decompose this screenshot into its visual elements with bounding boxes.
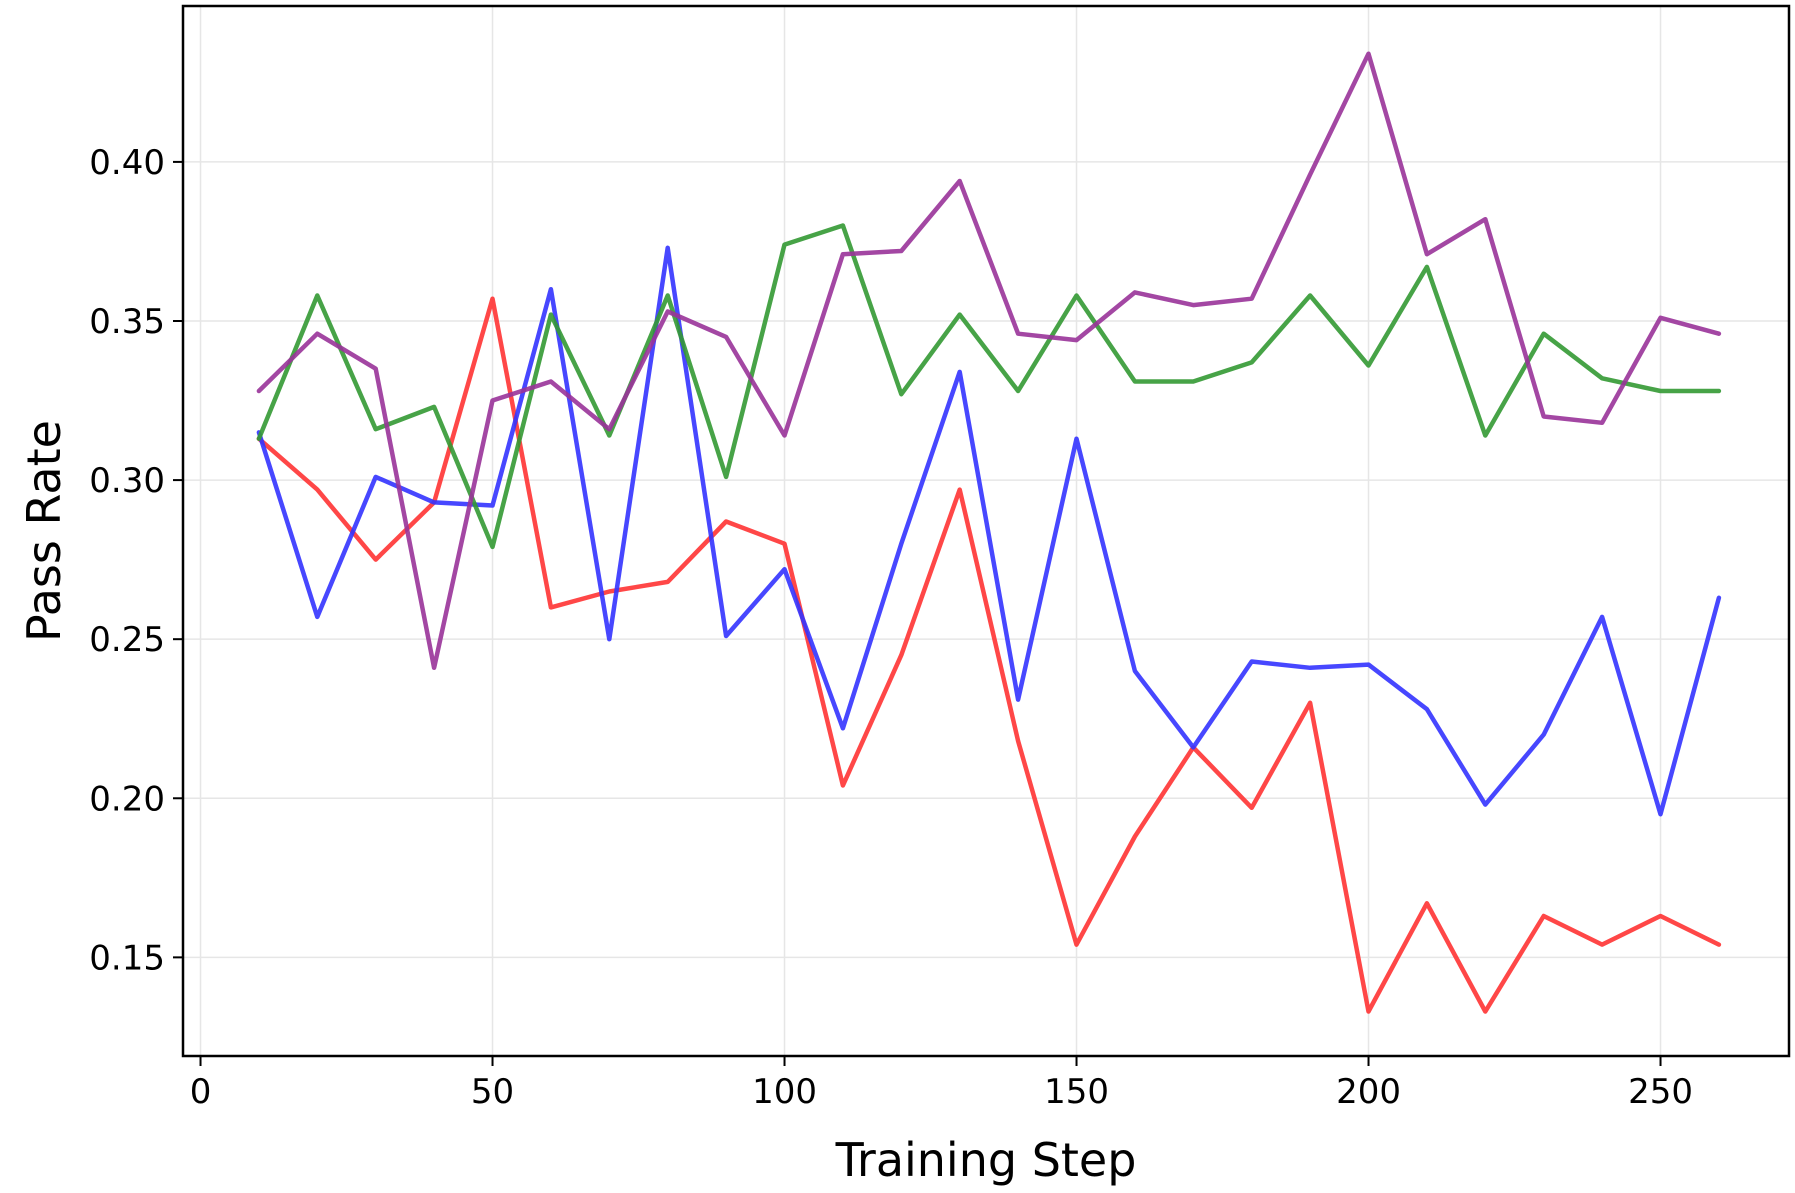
series-line-2 bbox=[256, 245, 1722, 817]
y-tick-label: 0.20 bbox=[89, 779, 165, 819]
x-tick-label: 0 bbox=[190, 1072, 212, 1112]
y-tick-label: 0.30 bbox=[89, 461, 165, 501]
y-tick-label: 0.40 bbox=[89, 143, 165, 183]
y-axis-ticks: 0.15 0.20 0.25 0.30 0.35 0.40 bbox=[89, 143, 183, 978]
y-tick-label: 0.15 bbox=[89, 938, 165, 978]
x-tick-label: 100 bbox=[752, 1072, 817, 1112]
grid-lines bbox=[183, 6, 1789, 1056]
y-axis-label: Pass Rate bbox=[17, 420, 71, 642]
plot-frame bbox=[181, 4, 1791, 1058]
x-tick-label: 200 bbox=[1336, 1072, 1401, 1112]
x-tick-label: 50 bbox=[471, 1072, 514, 1112]
x-axis-label: Training Step bbox=[835, 1133, 1137, 1187]
series-line-3 bbox=[256, 223, 1722, 550]
y-tick-label: 0.35 bbox=[89, 302, 165, 342]
x-axis-ticks: 0 50 100 150 200 250 bbox=[190, 1056, 1693, 1112]
series-line-4 bbox=[256, 51, 1722, 671]
series-line-1 bbox=[256, 296, 1722, 1014]
x-tick-label: 250 bbox=[1628, 1072, 1693, 1112]
x-tick-label: 150 bbox=[1044, 1072, 1109, 1112]
y-tick-label: 0.25 bbox=[89, 620, 165, 660]
series-lines bbox=[256, 51, 1722, 1014]
